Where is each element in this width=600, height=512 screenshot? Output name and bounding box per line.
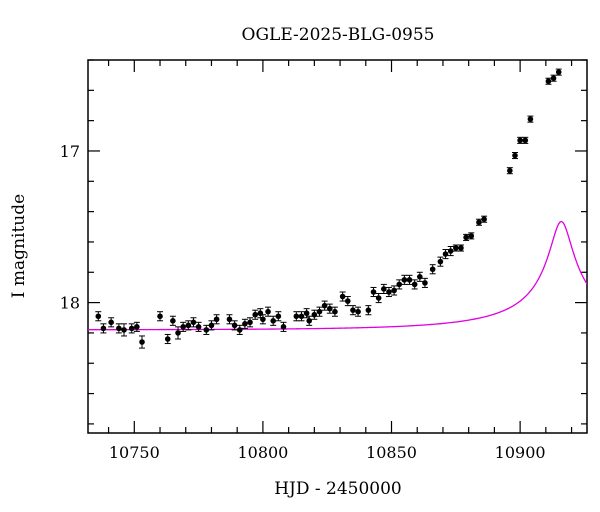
data-point xyxy=(401,277,408,283)
data-point xyxy=(391,287,397,294)
data-point xyxy=(422,280,428,286)
data-point xyxy=(380,286,387,292)
x-tick-label: 10900 xyxy=(495,443,546,462)
model-curve xyxy=(88,220,587,331)
data-point xyxy=(527,116,534,122)
data-point xyxy=(175,330,181,336)
data-point xyxy=(365,307,372,313)
data-point xyxy=(311,311,318,318)
data-point xyxy=(447,248,454,254)
chart-title: OGLE-2025-BLG-0955 xyxy=(242,25,435,45)
data-point xyxy=(517,137,523,144)
y-tick-label: 18 xyxy=(60,294,80,313)
data-point xyxy=(522,137,529,144)
data-point xyxy=(468,233,475,239)
data-point xyxy=(134,324,140,330)
data-point xyxy=(231,322,238,329)
data-point xyxy=(170,317,176,324)
model-line xyxy=(88,220,587,331)
data-point xyxy=(180,324,186,330)
data-point xyxy=(247,319,253,326)
data-point xyxy=(203,327,210,333)
data-point xyxy=(442,251,449,257)
data-point xyxy=(396,281,403,288)
data-point xyxy=(476,219,482,226)
data-point xyxy=(242,321,248,327)
data-point xyxy=(121,327,127,333)
data-point xyxy=(185,322,192,329)
data-point xyxy=(316,308,323,315)
data-point xyxy=(545,78,552,85)
data-point xyxy=(303,310,310,317)
data-point xyxy=(164,336,171,342)
plot-frame xyxy=(87,59,588,434)
data-point xyxy=(293,313,300,320)
data-point xyxy=(195,324,202,330)
data-point xyxy=(275,313,282,320)
data-point xyxy=(463,234,469,241)
data-point xyxy=(406,277,413,283)
data-point xyxy=(321,302,328,309)
data-point xyxy=(355,308,361,315)
data-point xyxy=(453,245,459,251)
data-point xyxy=(157,313,163,320)
data-point xyxy=(326,305,333,312)
data-point xyxy=(208,322,215,329)
data-point xyxy=(344,298,351,304)
data-point xyxy=(298,313,305,320)
data-point xyxy=(265,308,271,315)
data-point xyxy=(128,325,135,332)
data-point xyxy=(226,316,233,323)
y-tick-label: 17 xyxy=(60,142,80,161)
y-axis-label: I magnitude xyxy=(9,194,29,298)
x-tick-label: 10800 xyxy=(237,443,288,462)
data-point xyxy=(252,311,258,318)
data-point xyxy=(512,152,518,159)
data-point xyxy=(350,307,356,313)
data-point xyxy=(375,295,382,301)
data-point xyxy=(339,293,346,300)
data-point xyxy=(458,245,464,251)
data-point xyxy=(270,317,276,324)
data-point xyxy=(280,324,287,330)
data-point xyxy=(411,281,418,288)
data-point xyxy=(332,308,338,315)
data-point xyxy=(190,319,197,326)
data-point xyxy=(555,69,562,75)
x-tick-label: 10750 xyxy=(109,443,160,462)
data-point xyxy=(370,289,377,295)
data-points xyxy=(95,68,562,349)
data-point xyxy=(95,313,102,320)
x-tick-label: 10850 xyxy=(366,443,417,462)
data-point xyxy=(108,319,114,326)
data-point xyxy=(139,339,145,345)
data-point xyxy=(386,289,392,295)
data-point xyxy=(236,327,243,333)
data-point xyxy=(417,274,423,280)
axis-ticks xyxy=(88,59,587,433)
data-point xyxy=(100,325,107,332)
data-point xyxy=(116,325,122,332)
data-point xyxy=(429,266,436,273)
data-point xyxy=(260,316,266,323)
data-point xyxy=(306,317,313,324)
data-point xyxy=(550,75,557,81)
data-point xyxy=(507,167,513,174)
data-point xyxy=(481,216,487,223)
tick-labels: 10750 10800 10850 10900 17 18 xyxy=(60,142,546,462)
x-axis-label: HJD - 2450000 xyxy=(274,479,402,499)
data-point xyxy=(213,316,220,323)
data-point xyxy=(437,258,444,265)
